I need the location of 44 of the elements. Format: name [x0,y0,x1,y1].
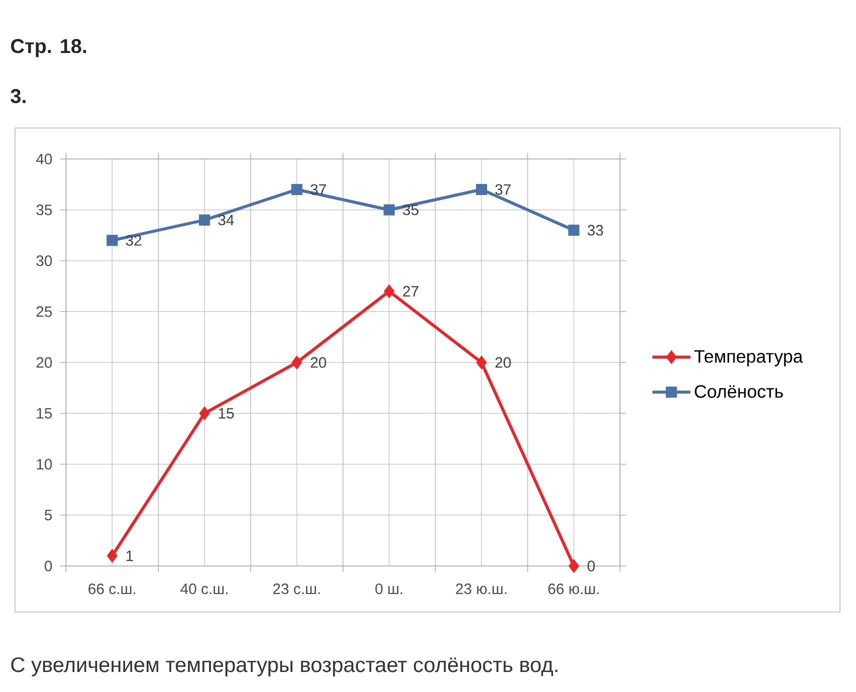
data-label: 33 [588,224,604,236]
legend-label: Температура [694,350,803,366]
x-tick-label: 0 ш. [375,584,402,594]
y-tick-label: 15 [36,408,52,419]
data-label: 15 [218,408,234,419]
point [476,355,487,370]
y-tick-label: 35 [36,204,52,216]
y-tick-label: 30 [36,255,52,266]
x-tick-label: 23 с.ш. [273,584,320,594]
point [568,224,580,236]
legend-label: Солёность [694,385,783,398]
x-tick-label: 23 ю.ш. [456,584,506,594]
data-label: 37 [310,184,326,195]
y-tick-label: 0 [44,560,52,572]
y-tick-label: 10 [36,458,52,470]
point [384,284,394,298]
y-tick-label: 20 [36,357,52,368]
data-label: 20 [495,357,511,368]
chart-title: Стр. 18. [11,39,86,58]
point [106,234,118,246]
data-label: 32 [126,235,142,246]
point [384,204,395,216]
data-label: 35 [402,204,418,216]
point [476,184,488,196]
data-label: 34 [218,214,234,226]
data-label: 37 [495,184,511,195]
x-tick-label: 66 ю.ш. [548,584,599,594]
data-label: 0 [588,560,595,572]
point [291,184,302,196]
point [292,355,302,370]
x-tick-label: 40 с.ш. [180,584,228,594]
data-label: 20 [310,357,326,368]
y-tick-label: 25 [36,306,52,317]
point [568,558,580,574]
point [198,214,210,226]
point [199,406,210,420]
x-tick-label: 66 с.ш. [88,584,136,594]
point [106,548,118,563]
data-label: 27 [403,286,418,296]
y-tick-label: 40 [36,154,52,164]
text: С увеличением температуры возрастает солёность вод. [11,657,558,676]
data-label: 1 [126,550,133,561]
y-tick-label: 5 [44,510,52,520]
chart-subtitle: 3. [10,89,26,104]
